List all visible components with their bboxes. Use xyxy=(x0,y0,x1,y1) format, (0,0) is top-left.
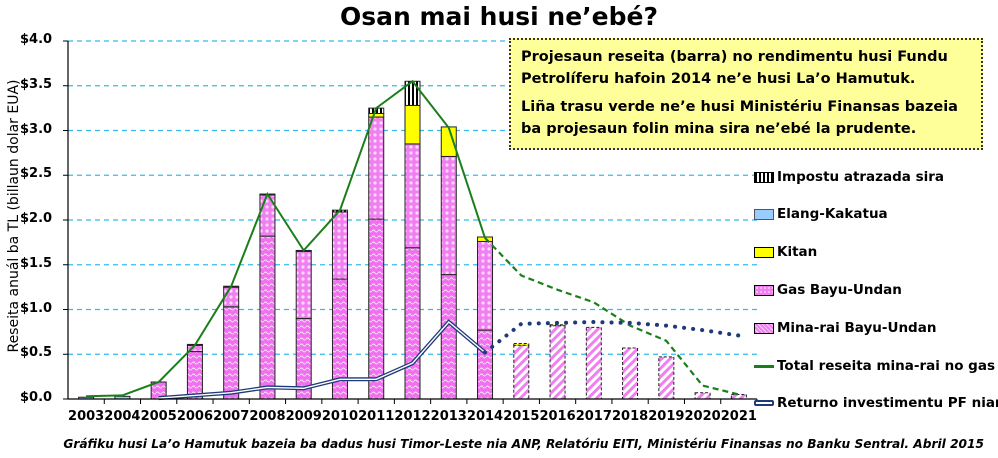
x-tick-label: 2005 xyxy=(140,409,177,424)
x-tick-label: 2019 xyxy=(648,409,685,424)
x-tick-label: 2020 xyxy=(684,409,721,424)
x-tick-label: 2018 xyxy=(611,409,649,424)
legend-label: Total reseita mina-rai no gas xyxy=(777,358,995,374)
y-tick-label: $0.0 xyxy=(20,390,53,405)
green-line-icon xyxy=(754,364,774,368)
legend-label: Returno investimentu PF nian xyxy=(777,395,998,411)
yellow-swatch-icon xyxy=(754,246,774,258)
y-tick-label: $1.5 xyxy=(20,255,53,271)
y-tick-label: $4.0 xyxy=(20,32,53,47)
annotation-line-1: Projesaun reseita (barra) no rendimentu … xyxy=(521,49,948,87)
x-tick-label: 2021 xyxy=(720,409,757,424)
x-tick-label: 2010 xyxy=(321,409,359,424)
x-tick-label: 2004 xyxy=(104,409,141,424)
legend-label: Mina-rai Bayu-Undan xyxy=(777,320,937,336)
striped-swatch-icon xyxy=(754,171,774,183)
y-tick-label: $2.5 xyxy=(20,166,53,182)
y-tick-label: $1.0 xyxy=(20,300,53,316)
legend-item-gas: Gas Bayu-Undan xyxy=(754,281,902,299)
chart-title: Osan mai husi ne’ebé? xyxy=(339,2,658,31)
dotted-pink-swatch-icon xyxy=(754,284,774,296)
x-tick-label: 2016 xyxy=(539,409,576,424)
x-tick-label: 2009 xyxy=(285,409,322,424)
legend-label: Elang-Kakatua xyxy=(777,206,888,222)
bar-series xyxy=(78,80,747,400)
x-tick-label: 2014 xyxy=(466,409,504,424)
legend-item-elang: Elang-Kakatua xyxy=(754,205,888,223)
y-tick-label: $2.0 xyxy=(20,211,53,226)
annotation-line-2: Liña trasu verde ne’e husi Ministériu Fi… xyxy=(521,99,958,137)
x-tick-label: 2007 xyxy=(213,409,250,424)
legend-label: Gas Bayu-Undan xyxy=(777,282,902,298)
legend-item-pf-return: Returno investimentu PF nian xyxy=(754,394,998,412)
x-tick-label: 2003 xyxy=(68,409,105,424)
annotation-box: Projesaun reseita (barra) no rendimentu … xyxy=(509,38,983,150)
y-tick-label: $3.5 xyxy=(20,76,53,92)
y-tick-label: $0.5 xyxy=(20,345,53,361)
legend-label: Impostu atrazada sira xyxy=(777,169,945,185)
blue-swatch-icon xyxy=(754,208,774,220)
x-tick-label: 2006 xyxy=(176,409,213,424)
x-tick-label: 2015 xyxy=(503,409,540,424)
legend-item-kitan: Kitan xyxy=(754,243,817,261)
y-axis-label: Reseita anuál ba TL (billaun dolar EUA) xyxy=(6,79,22,353)
source-caption: Gráfiku husi La’o Hamutuk bazeia ba dadu… xyxy=(63,437,984,451)
y-tick-label: $3.0 xyxy=(20,121,53,137)
legend-label: Kitan xyxy=(777,244,818,260)
legend-item-oil: Mina-rai Bayu-Undan xyxy=(754,319,936,337)
legend-item-total: Total reseita mina-rai no gas xyxy=(754,357,995,375)
x-tick-label: 2013 xyxy=(430,409,467,424)
legend-item-impostu: Impostu atrazada sira xyxy=(754,168,944,186)
x-tick-label: 2011 xyxy=(358,409,395,424)
line-series xyxy=(86,79,741,401)
wavy-pink-swatch-icon xyxy=(754,322,774,334)
x-tick-label: 2017 xyxy=(575,409,612,424)
navy-double-line-icon xyxy=(754,400,774,406)
x-tick-label: 2008 xyxy=(249,409,286,424)
x-tick-label: 2012 xyxy=(394,409,431,424)
